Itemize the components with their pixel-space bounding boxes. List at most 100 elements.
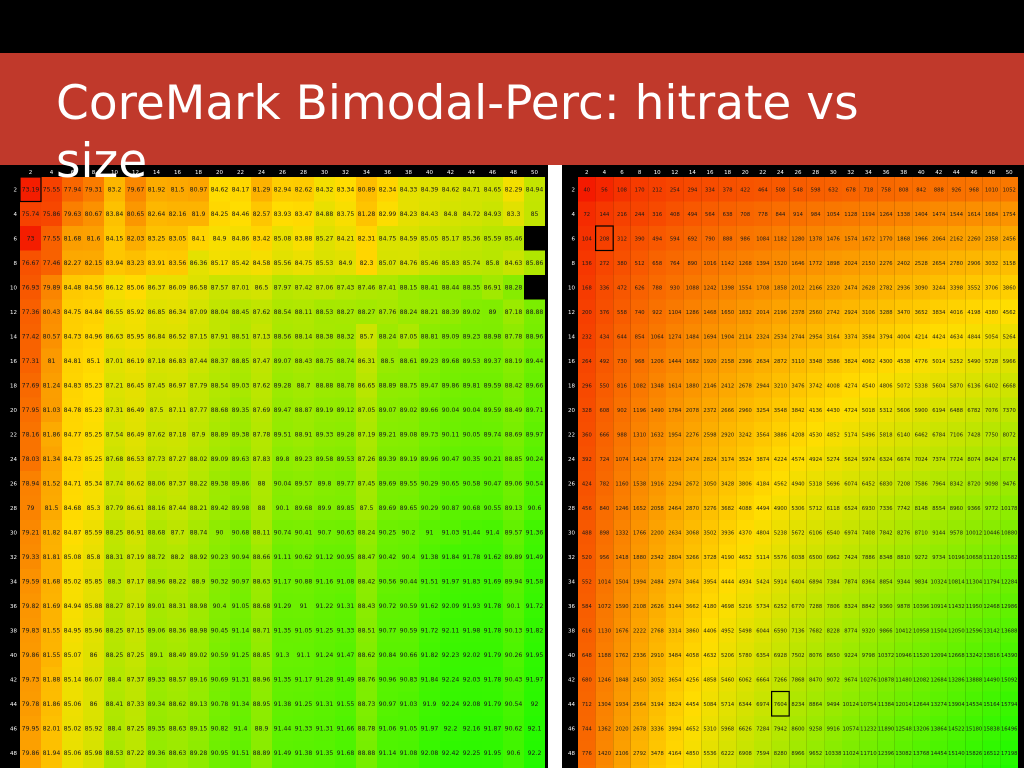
cell-value-label: 88.27 (337, 309, 355, 316)
heatmap-cell (188, 250, 209, 275)
heatmap-cell (894, 299, 913, 324)
cell-value-label: 2924 (844, 310, 858, 316)
heatmap-cell (701, 397, 719, 422)
cell-value-label: 77.31 (22, 358, 40, 365)
heatmap-cell (104, 544, 125, 569)
cell-value-label: 6194 (932, 408, 946, 414)
cell-value-label: 87.76 (379, 309, 397, 316)
cell-value-label: 1444 (668, 359, 682, 365)
heatmap-cell (146, 642, 167, 667)
heatmap-cell (209, 373, 230, 398)
heatmap-cell (859, 544, 878, 569)
heatmap-cell (209, 446, 230, 471)
cell-value-label: 11710 (860, 751, 877, 757)
x-tick-label: 16 (174, 170, 181, 176)
heatmap-cell (293, 544, 314, 569)
cell-value-label: 91.14 (379, 750, 397, 757)
cell-value-label: 7284 (756, 726, 770, 732)
heatmap-cell (648, 446, 666, 471)
heatmap-cell (578, 275, 596, 300)
cell-value-label: 91.05 (400, 725, 418, 732)
cell-value-label: 92.03 (463, 676, 481, 683)
cell-value-label: 90.43 (505, 676, 523, 683)
cell-value-label: 87.46 (358, 284, 376, 291)
cell-value-label: 40 (583, 187, 590, 193)
heatmap-cell (912, 471, 930, 496)
heatmap-cell (335, 348, 356, 373)
heatmap-cell (701, 201, 719, 226)
cell-value-label: 472 (617, 285, 627, 291)
cell-value-label: 88.11 (253, 529, 271, 536)
heatmap-cell (461, 544, 482, 569)
heatmap-cell (578, 201, 596, 226)
cell-value-label: 658 (652, 261, 662, 267)
heatmap-cell (251, 250, 272, 275)
heatmap-cell (736, 250, 754, 275)
heatmap-cell (595, 226, 614, 251)
cell-value-label: 9360 (879, 604, 892, 610)
cell-value-label: 4852 (827, 432, 840, 438)
heatmap-cell (771, 446, 790, 471)
cell-value-label: 88.42 (358, 578, 376, 585)
cell-value-label: 678 (846, 187, 856, 193)
cell-value-label: 84.81 (64, 358, 82, 365)
heatmap-cell (630, 765, 649, 768)
cell-value-label: 1880 (633, 555, 646, 561)
y-tick-label: 44 (568, 702, 575, 708)
heatmap-cell (701, 740, 719, 765)
heatmap-cell (894, 765, 913, 768)
cell-value-label: 4574 (791, 457, 805, 463)
heatmap-cell (595, 422, 614, 447)
cell-value-label: 4924 (809, 457, 823, 463)
heatmap-cell (947, 495, 966, 520)
heatmap-cell (482, 495, 503, 520)
cell-value-label: 15164 (983, 702, 1000, 708)
heatmap-cell (578, 348, 596, 373)
cell-value-label: 87.97 (274, 284, 292, 291)
cell-value-label: 1104 (668, 310, 682, 316)
cell-value-label: 4004 (897, 334, 911, 340)
heatmap-cell (398, 520, 419, 545)
cell-value-label: 2474 (686, 457, 700, 463)
cell-value-label: 6540 (827, 530, 840, 536)
cell-value-label: 87.62 (253, 382, 271, 389)
heatmap-cell (419, 495, 440, 520)
cell-value-label: 8072 (1003, 432, 1016, 438)
heatmap-cell (293, 593, 314, 618)
cell-value-label: 778 (758, 212, 768, 218)
cell-value-label: 89.01 (148, 603, 166, 610)
heatmap-cell (630, 495, 649, 520)
heatmap-cell (824, 618, 842, 643)
heatmap-cell (877, 642, 895, 667)
cell-value-label: 85 (531, 211, 539, 218)
heatmap-cell (314, 544, 335, 569)
heatmap-cell (335, 618, 356, 643)
cell-value-label: 1424 (633, 457, 647, 463)
cell-value-label: 4180 (703, 604, 716, 610)
cell-value-label: 3860 (686, 628, 699, 634)
cell-value-label: 11504 (931, 628, 948, 634)
heatmap-cell (947, 740, 966, 765)
heatmap-cell (701, 765, 719, 768)
heatmap-cell (648, 373, 666, 398)
heatmap-cell (930, 667, 948, 692)
heatmap-cell (188, 520, 209, 545)
heatmap-cell (648, 471, 666, 496)
cell-value-label: 81.94 (43, 750, 61, 757)
heatmap-cell (912, 667, 930, 692)
cell-value-label: 3860 (1003, 285, 1016, 291)
heatmap-cell (771, 765, 790, 768)
cell-value-label: 91.4 (234, 725, 248, 732)
cell-value-label: 89.63 (232, 456, 250, 463)
heatmap-cell (461, 471, 482, 496)
heatmap-cell (335, 397, 356, 422)
cell-value-label: 88.51 (232, 333, 250, 340)
heatmap-cell (503, 716, 524, 741)
cell-value-label: 89.66 (526, 382, 544, 389)
cell-value-label: 8234 (791, 702, 805, 708)
heatmap-cell (209, 471, 230, 496)
cell-value-label: 1082 (633, 383, 646, 389)
cell-value-label: 89.97 (526, 431, 544, 438)
heatmap-cell (104, 667, 125, 692)
cell-value-label: 244 (635, 212, 646, 218)
